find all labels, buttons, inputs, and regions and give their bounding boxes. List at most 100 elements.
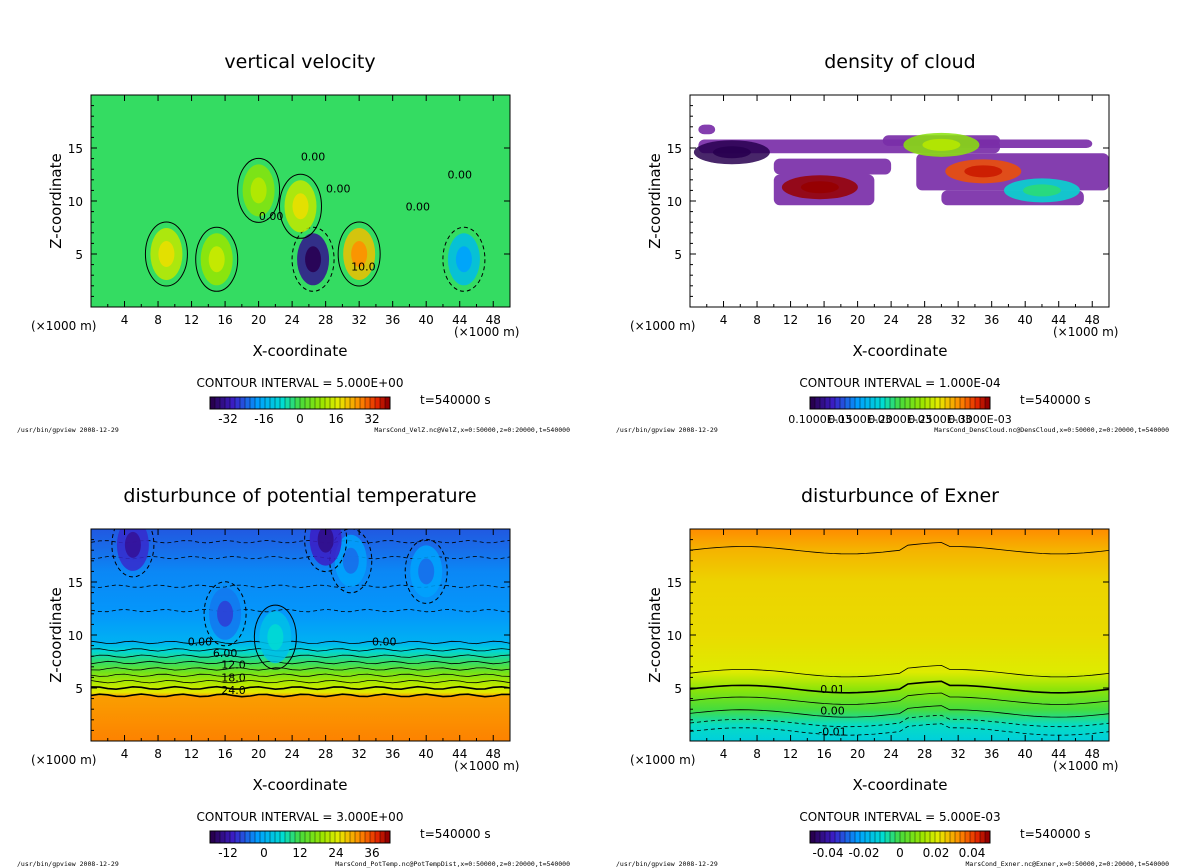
panel-vel: vertical velocity 0.00 0.00 0.00 0.00 0.00 10.… [17, 51, 570, 434]
x-tick-label: 32 [951, 747, 966, 761]
y-tick-label: 5 [75, 248, 83, 262]
contour-line [91, 693, 510, 698]
colorbar-cell [275, 831, 281, 843]
footer-right: MarsCond_DensCloud.nc@DensCloud,x=0:5000… [934, 426, 1169, 434]
footer-right: MarsCond_PotTemp.nc@PotTempDist,x=0:5000… [335, 860, 570, 868]
colorbar-cell [850, 831, 856, 843]
colorbar-cell [930, 397, 936, 409]
colorbar-cell [885, 397, 891, 409]
x-tick-label: 40 [1018, 313, 1033, 327]
colorbar-cell [295, 831, 301, 843]
colorbar-tick-label: 0.02 [923, 846, 950, 860]
field-background [690, 529, 1109, 741]
x-tick-label: 16 [217, 747, 232, 761]
colorbar-tick-label: 0.3000E-03 [948, 413, 1011, 426]
colorbar-cell [905, 397, 911, 409]
colorbar-cell [930, 831, 936, 843]
colorbar-cell [335, 831, 341, 843]
colorbar-cell [295, 397, 301, 409]
x-tick-label: 28 [917, 313, 932, 327]
x-tick-label: 32 [352, 747, 367, 761]
colorbar-tick-label: 36 [364, 846, 379, 860]
colorbar-cell [975, 831, 981, 843]
colorbar-cell [340, 397, 346, 409]
colorbar-cell [300, 831, 306, 843]
colorbar-cell [870, 831, 876, 843]
colorbar-cell [935, 397, 941, 409]
colorbar-cell [895, 831, 901, 843]
x-tick-label: 4 [121, 747, 129, 761]
y-tick-label: 5 [674, 248, 682, 262]
colorbar-cell [940, 397, 946, 409]
cloud-region [698, 124, 716, 135]
contour-line [279, 173, 322, 239]
colorbar-cell [215, 831, 221, 843]
plot-area [690, 95, 1109, 307]
colorbar-cell [810, 831, 816, 843]
x-tick-label: 28 [318, 313, 333, 327]
contour-line [337, 221, 381, 287]
y-tick-label: 5 [75, 682, 83, 696]
colorbar-cell [950, 831, 956, 843]
x-tick-label: 4 [121, 313, 129, 327]
footer-left: /usr/bin/gpview 2008-12-29 [17, 860, 119, 868]
x-tick-label: 12 [184, 747, 199, 761]
x-tick-label: 24 [284, 313, 299, 327]
colorbar-cell [275, 397, 281, 409]
contour-line [91, 667, 510, 671]
x-unit-left: (×1000 m) [630, 753, 695, 767]
colorbar-cell [865, 397, 871, 409]
x-tick-label: 28 [917, 747, 932, 761]
contour-line [690, 664, 1109, 678]
y-tick-label: 15 [667, 142, 682, 156]
colorbar-tick-label: 12 [292, 846, 307, 860]
colorbar-frame [209, 830, 391, 844]
x-tick-label: 12 [783, 747, 798, 761]
colorbar-cell [890, 831, 896, 843]
contour-line [253, 604, 297, 670]
colorbar-cell [905, 831, 911, 843]
colorbar-cell [830, 397, 836, 409]
contour-line [91, 584, 510, 588]
y-tick-label: 15 [667, 576, 682, 590]
colorbar-cell [230, 831, 236, 843]
contour-label: 6.00 [213, 647, 238, 660]
y-tick-label: 15 [68, 576, 83, 590]
x-tick-label: 8 [154, 313, 162, 327]
contour-line [203, 581, 247, 647]
colorbar-cell [305, 831, 311, 843]
contour-line [690, 723, 1109, 736]
colorbar-cell [965, 397, 971, 409]
x-tick-label: 12 [184, 313, 199, 327]
x-unit-right: (×1000 m) [454, 325, 519, 339]
colorbar-cell [925, 397, 931, 409]
colorbar-cell [825, 831, 831, 843]
colorbar-cell [330, 831, 336, 843]
x-tick-label: 20 [251, 313, 266, 327]
colorbar-cell [850, 397, 856, 409]
colorbar-cell [845, 831, 851, 843]
colorbar-cell [860, 831, 866, 843]
field-feature-core [292, 193, 309, 220]
x-tick-label: 48 [486, 313, 501, 327]
colorbar-cell [265, 397, 271, 409]
colorbar-cell [350, 397, 356, 409]
x-tick-label: 32 [951, 313, 966, 327]
colorbar-tick-label: 0 [260, 846, 268, 860]
x-tick-label: 28 [318, 747, 333, 761]
footer-left: /usr/bin/gpview 2008-12-29 [616, 426, 718, 434]
colorbar-cell [840, 831, 846, 843]
contour-line [237, 157, 281, 223]
contour-interval: CONTOUR INTERVAL = 5.000E-03 [799, 810, 1000, 824]
colorbar-cell [860, 397, 866, 409]
contour-line [91, 539, 510, 544]
x-tick-label: 44 [452, 747, 467, 761]
colorbar-cell [365, 397, 371, 409]
colorbar-cell [855, 831, 861, 843]
x-tick-label: 36 [984, 313, 999, 327]
x-tick-label: 20 [251, 747, 266, 761]
colorbar-tick-label: 24 [328, 846, 343, 860]
y-tick-label: 10 [667, 629, 682, 643]
colorbar-cell [945, 831, 951, 843]
x-tick-label: 24 [883, 747, 898, 761]
